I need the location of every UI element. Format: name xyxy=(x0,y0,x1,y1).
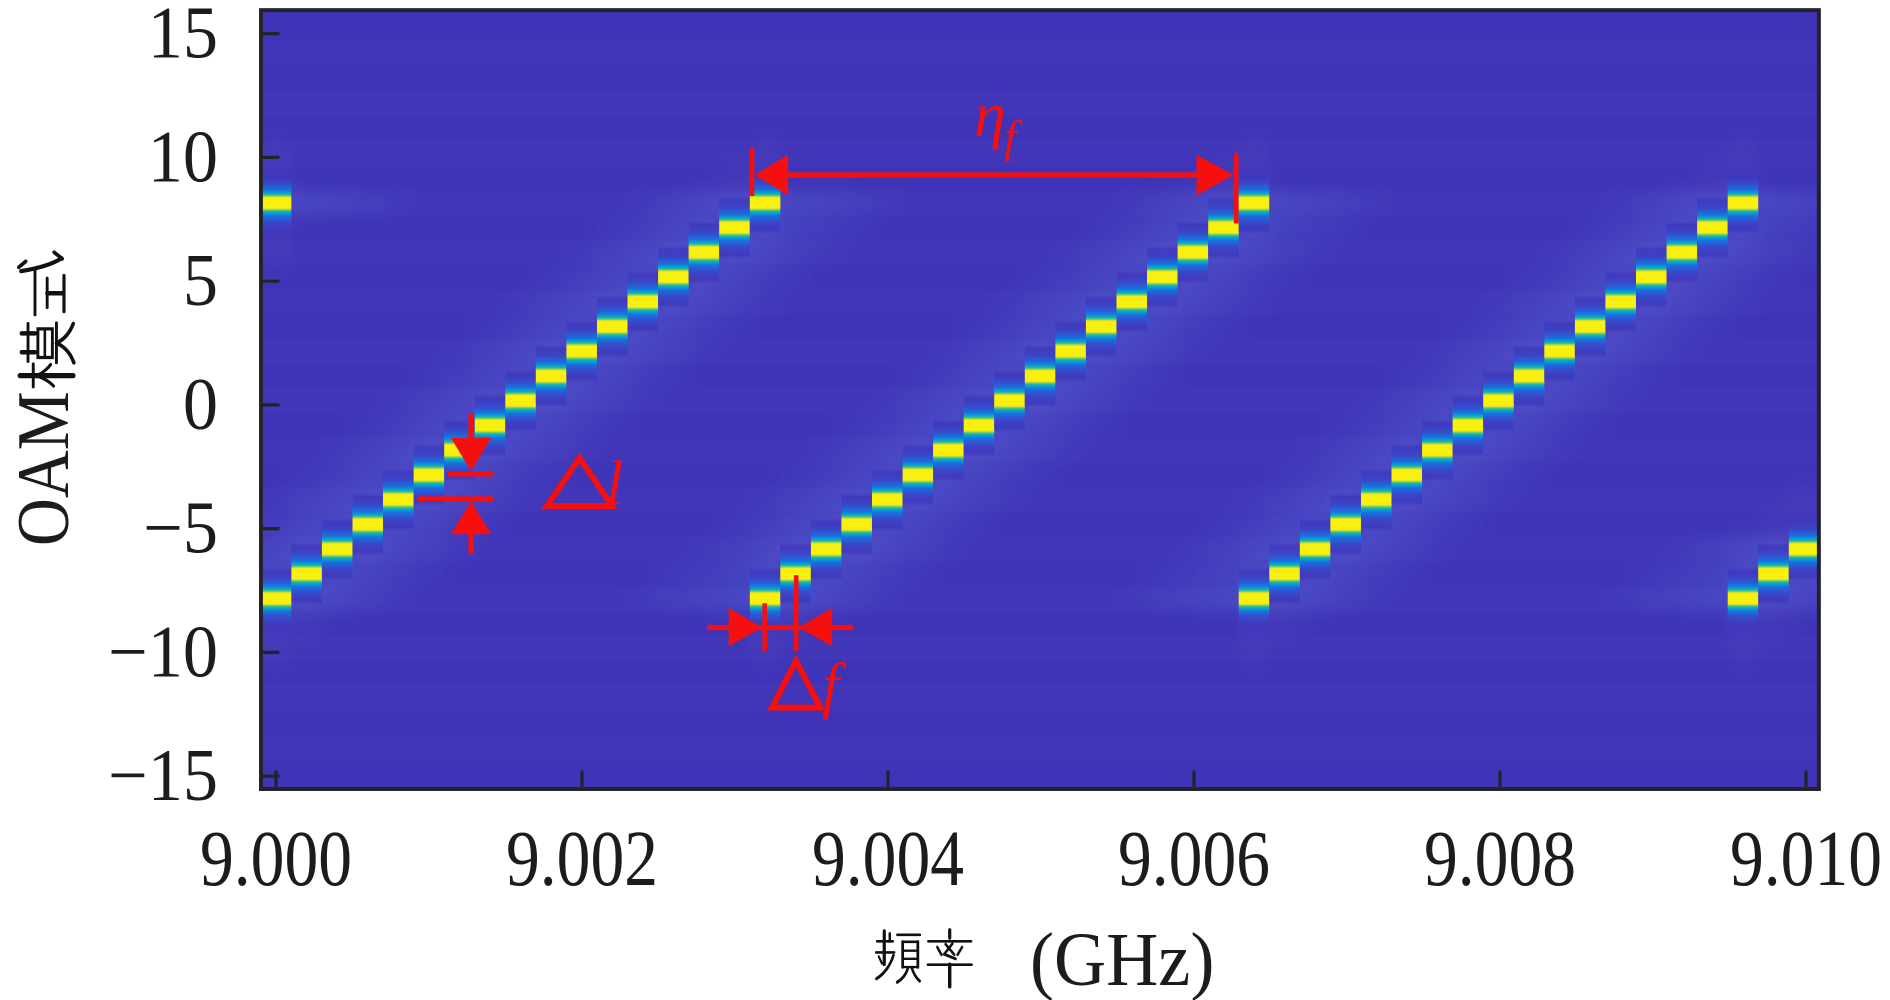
svg-text:9.004: 9.004 xyxy=(812,815,964,902)
svg-text:−10: −10 xyxy=(108,611,218,693)
svg-text:9.002: 9.002 xyxy=(506,815,658,902)
svg-text:OAM: OAM xyxy=(3,391,85,546)
svg-text:l: l xyxy=(606,450,623,518)
svg-text:0: 0 xyxy=(183,363,218,445)
svg-text:−5: −5 xyxy=(143,487,218,569)
svg-text:(GHz): (GHz) xyxy=(1030,918,1214,1000)
svg-text:15: 15 xyxy=(148,0,218,74)
svg-text:10: 10 xyxy=(148,116,218,198)
svg-text:η: η xyxy=(974,79,1006,150)
svg-text:9.000: 9.000 xyxy=(200,815,352,902)
svg-text:−15: −15 xyxy=(108,734,218,816)
svg-text:9.008: 9.008 xyxy=(1424,815,1576,902)
svg-text:9.006: 9.006 xyxy=(1118,815,1270,902)
svg-text:9.010: 9.010 xyxy=(1730,815,1882,902)
svg-text:5: 5 xyxy=(183,240,218,322)
